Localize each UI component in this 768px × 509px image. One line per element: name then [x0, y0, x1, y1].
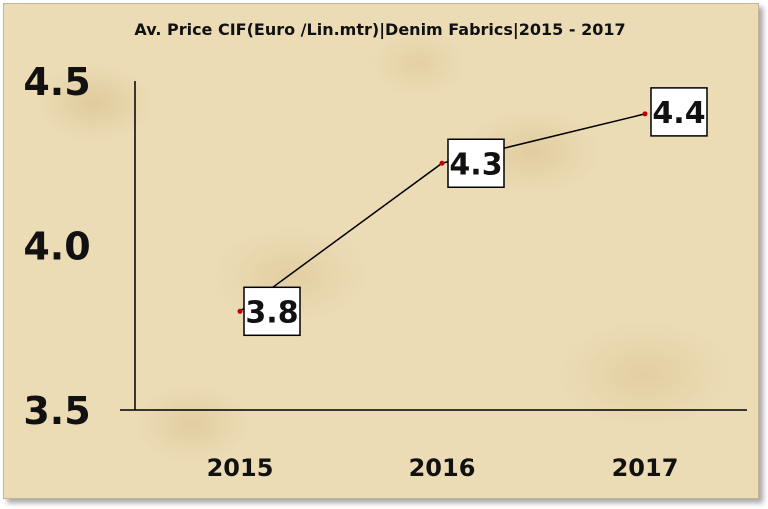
x-tick-label: 2016	[409, 454, 476, 482]
data-label-text: 4.4	[652, 96, 705, 131]
chart-title: Av. Price CIF(Euro /Lin.mtr)|Denim Fabri…	[134, 20, 625, 40]
data-point	[642, 111, 648, 117]
series-line	[239, 113, 646, 312]
chart-panel	[3, 3, 759, 499]
data-label-box	[447, 138, 505, 188]
data-label: 4.3	[447, 138, 505, 188]
data-label: 4.4	[650, 87, 708, 137]
y-tick-label: 3.5	[23, 389, 90, 433]
data-point	[237, 308, 243, 314]
y-tick-label: 4.0	[23, 225, 90, 269]
data-point	[439, 160, 445, 166]
data-label-box	[650, 87, 708, 137]
data-label: 3.8	[243, 286, 301, 337]
x-tick-label: 2015	[207, 454, 274, 482]
x-tick-label: 2017	[612, 454, 679, 482]
data-label-text: 3.8	[245, 295, 298, 330]
y-tick-label: 4.5	[23, 60, 90, 104]
data-label-text: 4.3	[449, 147, 502, 182]
data-label-box	[243, 286, 301, 337]
